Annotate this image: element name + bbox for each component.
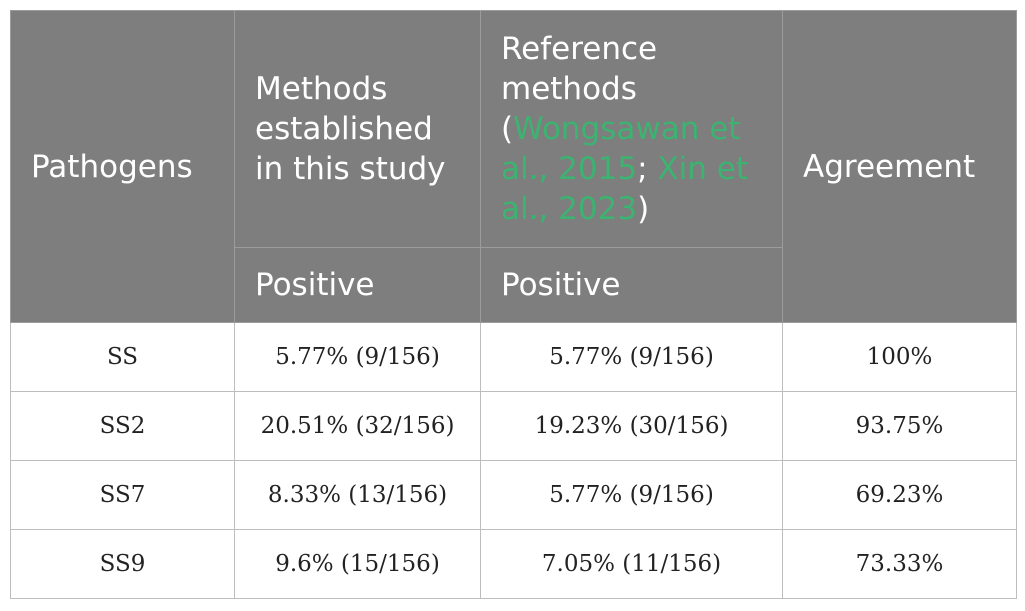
table-header: Pathogens Methods established in this st… [10, 10, 1017, 323]
cell-agreement: 100% [782, 322, 1017, 392]
header-agreement: Agreement [782, 10, 1017, 323]
header-reference-methods: Reference methods (Wongsawan et al., 201… [480, 10, 783, 248]
header-methods-study: Methods established in this study [234, 10, 481, 248]
cell-study-positive: 20.51% (32/156) [234, 391, 481, 461]
cell-pathogen: SS2 [10, 391, 235, 461]
reference-prefix: Reference methods ( [501, 31, 658, 147]
cell-study-positive: 5.77% (9/156) [234, 322, 481, 392]
reference-suffix: ) [637, 191, 650, 227]
cell-reference-positive: 7.05% (11/156) [480, 529, 783, 599]
table-row: SS2 20.51% (32/156) 19.23% (30/156) 93.7… [10, 391, 1017, 461]
cell-agreement: 73.33% [782, 529, 1017, 599]
cell-pathogen: SS [10, 322, 235, 392]
citation-link-wongsawan[interactable]: Wongsawan et al., 2015 [501, 111, 741, 187]
cell-pathogen: SS7 [10, 460, 235, 530]
cell-reference-positive: 5.77% (9/156) [480, 322, 783, 392]
header-positive-study: Positive [234, 247, 481, 323]
reference-separator: ; [637, 151, 648, 187]
header-positive-reference: Positive [480, 247, 783, 323]
citation-link-xin[interactable]: Xin et al., 2023 [501, 151, 748, 227]
header-pathogens: Pathogens [10, 10, 235, 323]
cell-study-positive: 8.33% (13/156) [234, 460, 481, 530]
cell-reference-positive: 19.23% (30/156) [480, 391, 783, 461]
table-row: SS 5.77% (9/156) 5.77% (9/156) 100% [10, 322, 1017, 392]
cell-pathogen: SS9 [10, 529, 235, 599]
table-body: SS 5.77% (9/156) 5.77% (9/156) 100% SS2 … [10, 322, 1017, 599]
table-row: SS9 9.6% (15/156) 7.05% (11/156) 73.33% [10, 529, 1017, 599]
cell-reference-positive: 5.77% (9/156) [480, 460, 783, 530]
pathogen-agreement-table: Pathogens Methods established in this st… [10, 10, 1017, 599]
cell-study-positive: 9.6% (15/156) [234, 529, 481, 599]
table-row: SS7 8.33% (13/156) 5.77% (9/156) 69.23% [10, 460, 1017, 530]
cell-agreement: 93.75% [782, 391, 1017, 461]
cell-agreement: 69.23% [782, 460, 1017, 530]
table-container: Pathogens Methods established in this st… [10, 10, 1017, 599]
